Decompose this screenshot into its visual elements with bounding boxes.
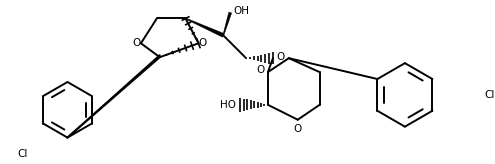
Text: OH: OH [233, 6, 249, 16]
Text: O: O [257, 65, 265, 75]
Polygon shape [223, 12, 232, 35]
Polygon shape [186, 18, 224, 37]
Text: Cl: Cl [18, 149, 28, 159]
Text: Cl: Cl [484, 90, 495, 100]
Text: O: O [276, 52, 284, 62]
Text: O: O [198, 38, 206, 48]
Text: O: O [294, 124, 302, 134]
Text: HO: HO [220, 100, 236, 110]
Text: O: O [133, 38, 141, 48]
